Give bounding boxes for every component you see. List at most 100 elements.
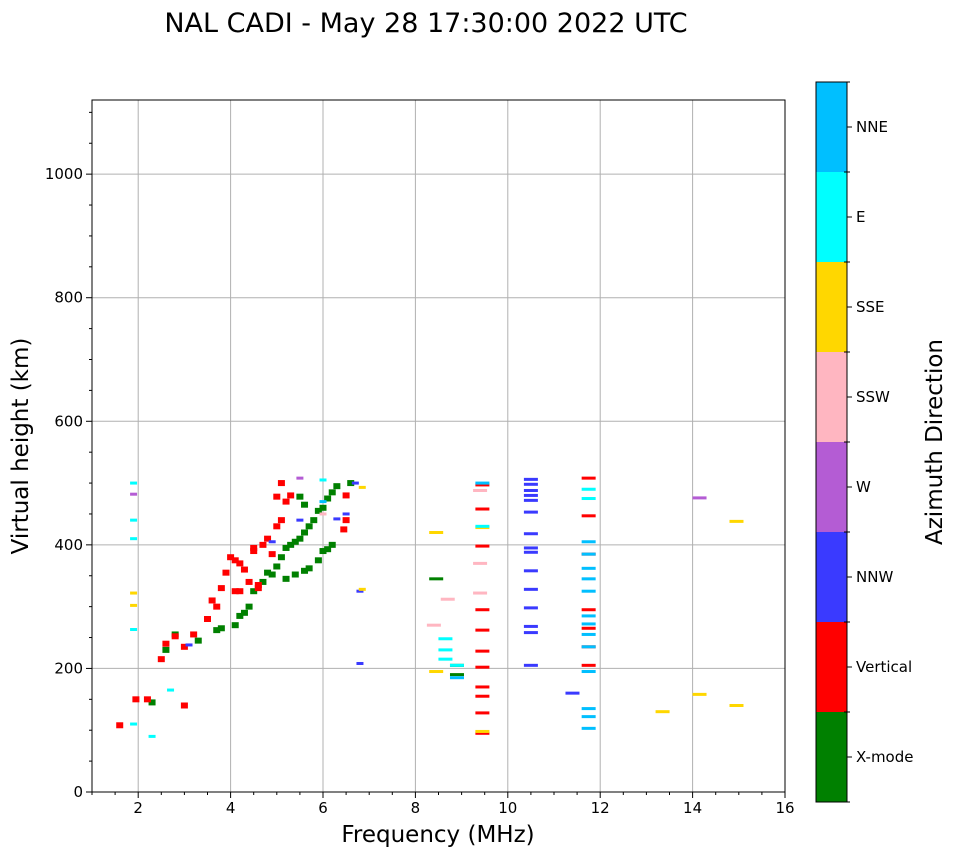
data-point-nne bbox=[581, 552, 596, 556]
data-point-sse bbox=[692, 692, 707, 696]
data-point-vertical bbox=[342, 517, 350, 524]
plot-frame bbox=[91, 99, 786, 793]
colorbar-segment bbox=[816, 622, 847, 712]
data-point-vertical bbox=[240, 566, 248, 573]
data-point-vertical bbox=[273, 493, 281, 500]
data-point-nne bbox=[581, 670, 596, 674]
data-point-vertical bbox=[268, 551, 276, 558]
data-point-x-mode bbox=[217, 625, 225, 632]
data-point-ssw bbox=[319, 512, 327, 516]
data-point-vertical bbox=[217, 585, 225, 592]
data-point-nnw bbox=[523, 482, 538, 486]
data-point-x-mode bbox=[287, 541, 295, 548]
data-point-x-mode bbox=[240, 609, 248, 616]
data-point-vertical bbox=[213, 603, 221, 610]
grid bbox=[92, 100, 785, 792]
colorbar-tick-label: Vertical bbox=[856, 658, 912, 676]
y-tick-label: 200 bbox=[54, 659, 83, 677]
axis-ticks: 2 4 6 8 10 12 14 16 0 200 400 600 800 1000 bbox=[45, 111, 795, 817]
data-point-sse bbox=[429, 531, 444, 534]
data-point-x-mode bbox=[449, 673, 464, 677]
data-point-x-mode bbox=[314, 557, 322, 564]
colorbar-tick-label: SSE bbox=[856, 298, 885, 316]
y-tick-label: 800 bbox=[54, 289, 83, 307]
data-point-vertical bbox=[287, 492, 295, 499]
data-point-nne bbox=[581, 540, 596, 544]
data-point-e bbox=[581, 497, 596, 501]
colorbar-segment bbox=[816, 442, 847, 532]
data-point-vertical bbox=[259, 541, 267, 548]
data-point-x-mode bbox=[328, 489, 336, 496]
data-point-vertical bbox=[475, 694, 490, 698]
data-point-e bbox=[475, 524, 490, 528]
x-tick-label: 2 bbox=[133, 799, 143, 817]
data-point-nnw bbox=[565, 691, 580, 695]
data-point-nnw bbox=[185, 643, 193, 647]
data-point-vertical bbox=[475, 665, 490, 669]
data-point-nnw bbox=[523, 606, 538, 610]
colorbar-label: Azimuth Direction bbox=[922, 339, 948, 545]
data-point-ssw bbox=[426, 623, 441, 627]
data-point-e bbox=[438, 648, 453, 652]
data-point-vertical bbox=[581, 663, 596, 667]
data-point-vertical bbox=[180, 702, 188, 709]
data-point-x-mode bbox=[328, 541, 336, 548]
data-point-nnw bbox=[523, 498, 538, 502]
data-point-ssw bbox=[440, 597, 455, 601]
data-point-vertical bbox=[475, 649, 490, 653]
data-point-x-mode bbox=[296, 535, 304, 542]
data-point-e bbox=[449, 663, 464, 667]
data-point-x-mode bbox=[268, 571, 276, 578]
data-point-ssw bbox=[473, 561, 488, 565]
colorbar-tick-label: W bbox=[856, 478, 871, 496]
colorbar-segment bbox=[816, 712, 847, 802]
x-tick-label: 16 bbox=[775, 799, 794, 817]
data-point-nnw bbox=[523, 569, 538, 573]
data-point-sse bbox=[475, 729, 490, 733]
x-axis-label: Frequency (MHz) bbox=[341, 822, 534, 848]
data-point-vertical bbox=[162, 640, 170, 647]
data-point-vertical bbox=[475, 507, 490, 511]
data-point-nne bbox=[449, 676, 464, 680]
data-point-ssw bbox=[473, 591, 488, 595]
data-point-nnw bbox=[523, 631, 538, 635]
data-point-vertical bbox=[222, 569, 230, 576]
data-point-vertical bbox=[171, 633, 179, 640]
colorbar-tick-label: X-mode bbox=[856, 748, 913, 766]
data-point-x-mode bbox=[324, 546, 332, 553]
colorbar-segment bbox=[816, 172, 847, 262]
data-point-vertical bbox=[581, 608, 596, 612]
data-point-x-mode bbox=[259, 578, 267, 585]
data-point-vertical bbox=[231, 557, 239, 564]
data-point-sse bbox=[130, 591, 138, 595]
data-point-nne bbox=[475, 481, 490, 485]
y-axis-label: Virtual height (km) bbox=[8, 338, 34, 555]
y-tick-label: 600 bbox=[54, 412, 83, 430]
data-point-e bbox=[167, 688, 175, 692]
data-point-vertical bbox=[157, 656, 165, 663]
data-point-e bbox=[319, 478, 327, 482]
colorbar-segment bbox=[816, 352, 847, 442]
data-point-e bbox=[581, 487, 596, 491]
data-point-vertical bbox=[250, 548, 258, 555]
data-point-x-mode bbox=[301, 567, 309, 574]
colorbar-frame bbox=[815, 81, 848, 803]
data-point-vertical bbox=[277, 517, 285, 524]
y-tick-label: 400 bbox=[54, 536, 83, 554]
data-point-x-mode bbox=[213, 627, 221, 634]
data-point-vertical bbox=[581, 626, 596, 630]
data-point-x-mode bbox=[296, 493, 304, 500]
data-point-nne bbox=[581, 566, 596, 570]
data-point-nne bbox=[581, 577, 596, 581]
data-point-nne bbox=[581, 726, 596, 730]
data-point-x-mode bbox=[277, 554, 285, 561]
data-point-e bbox=[130, 481, 138, 485]
x-tick-label: 14 bbox=[683, 799, 702, 817]
data-point-x-mode bbox=[264, 569, 272, 576]
data-point-nnw bbox=[523, 488, 538, 492]
y-tick-label: 1000 bbox=[45, 165, 83, 183]
data-point-sse bbox=[655, 710, 670, 714]
colorbar-segment bbox=[816, 262, 847, 352]
data-point-e bbox=[438, 637, 453, 641]
data-point-x-mode bbox=[148, 699, 156, 706]
